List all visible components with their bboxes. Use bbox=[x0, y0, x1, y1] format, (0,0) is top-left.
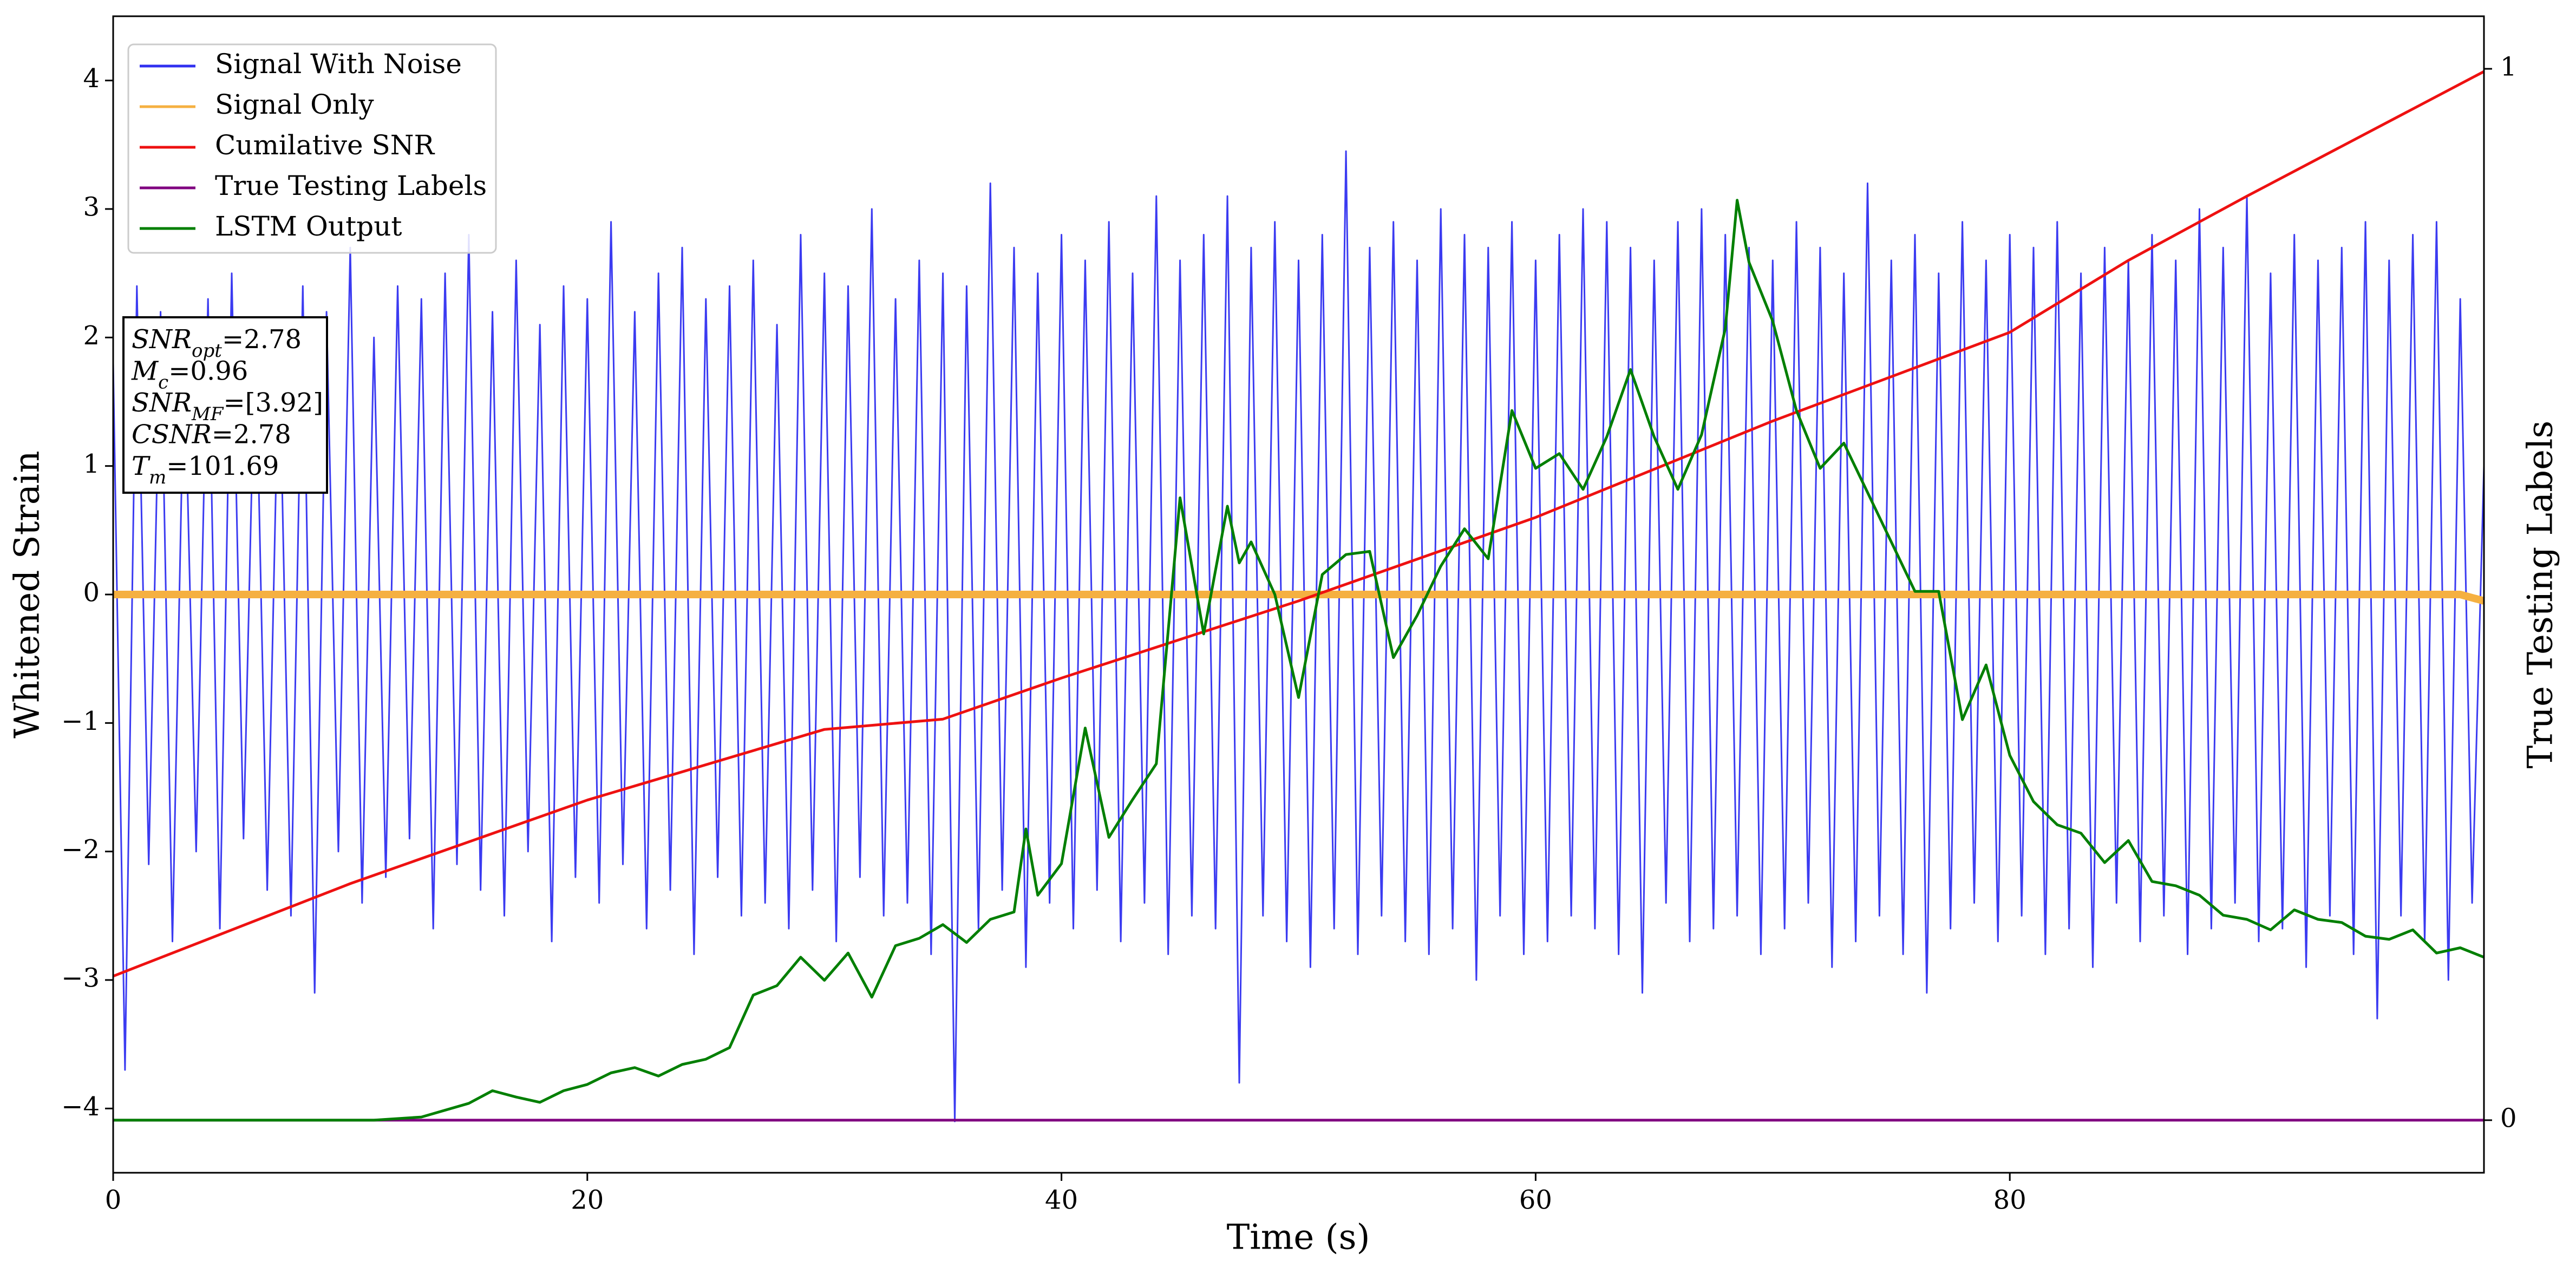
annotation-subscript: c bbox=[158, 372, 168, 394]
legend: Signal With Noise Signal Only Cumilative S… bbox=[127, 43, 497, 254]
y2-tick-label: 0 bbox=[2500, 1103, 2517, 1133]
annotation-symbol: M bbox=[131, 356, 159, 386]
series-line bbox=[113, 70, 2485, 978]
annotation-value: =0.96 bbox=[168, 356, 248, 386]
annotation-line: SNRopt=2.78 bbox=[132, 324, 302, 362]
x-tick-label: 0 bbox=[105, 1185, 122, 1216]
y-tick-label: 2 bbox=[83, 321, 100, 351]
annotation-line: CSNR=2.78 bbox=[132, 419, 291, 449]
series-line bbox=[112, 150, 2485, 1122]
y-tick-label: −3 bbox=[61, 963, 100, 994]
y-tick-label: −2 bbox=[61, 834, 100, 865]
y-tick-label: 3 bbox=[83, 192, 100, 223]
annotation-symbol: T bbox=[132, 451, 151, 481]
annotation-subscript: m bbox=[149, 467, 166, 488]
x-tick-label: 20 bbox=[571, 1185, 604, 1216]
annotation-subscript: opt bbox=[192, 340, 222, 362]
legend-label: Signal With Noise bbox=[215, 48, 462, 80]
y-tick-label: 1 bbox=[83, 449, 100, 479]
annotation-box: SNRopt=2.78Mc=0.96SNRMF=[3.92]CSNR=2.78T… bbox=[122, 316, 328, 494]
x-axis-label: Time (s) bbox=[1227, 1218, 1370, 1258]
annotation-symbol: SNR bbox=[132, 388, 192, 418]
y2-tick-label: 1 bbox=[2500, 52, 2517, 82]
annotation-value: =101.69 bbox=[166, 451, 279, 481]
plot-area bbox=[112, 70, 2485, 1122]
annotation-line: Mc=0.96 bbox=[131, 356, 248, 394]
annotation-value: =[3.92] bbox=[223, 388, 323, 418]
annotation-line: SNRMF=[3.92] bbox=[132, 388, 323, 426]
annotation-symbol: CSNR bbox=[132, 419, 212, 449]
y-tick-label: 0 bbox=[83, 578, 100, 608]
x-tick-label: 60 bbox=[1519, 1185, 1552, 1216]
annotation-value: =2.78 bbox=[212, 419, 291, 449]
annotation-line: Tm=101.69 bbox=[132, 451, 279, 489]
annotation-subscript: MF bbox=[191, 403, 224, 425]
y-tick-label: 4 bbox=[83, 63, 100, 94]
y2-axis-label: True Testing Labels bbox=[2521, 421, 2561, 769]
x-tick-label: 80 bbox=[1993, 1185, 2026, 1216]
legend-label: True Testing Labels bbox=[215, 170, 487, 201]
legend-label: LSTM Output bbox=[215, 211, 402, 242]
legend-label: Signal Only bbox=[215, 89, 374, 120]
annotation-value: =2.78 bbox=[222, 324, 302, 355]
legend-frame bbox=[127, 43, 497, 254]
y-tick-label: −4 bbox=[61, 1092, 100, 1122]
x-tick-label: 40 bbox=[1045, 1185, 1078, 1216]
series-line bbox=[113, 199, 2485, 1122]
series-line bbox=[113, 591, 2485, 605]
y-axis-label: Whitened Strain bbox=[8, 450, 48, 738]
annotation-symbol: SNR bbox=[132, 324, 192, 355]
annotation-frame bbox=[122, 316, 328, 494]
legend-label: Cumilative SNR bbox=[215, 129, 435, 161]
y-tick-label: −1 bbox=[61, 706, 100, 736]
